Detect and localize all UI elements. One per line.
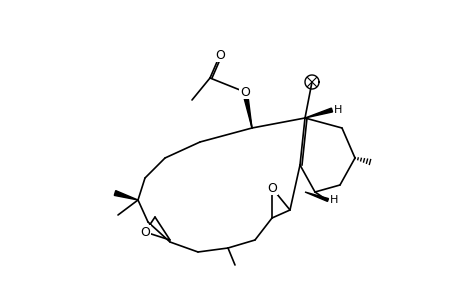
Text: H: H bbox=[333, 105, 341, 115]
Text: H: H bbox=[329, 195, 338, 205]
Polygon shape bbox=[304, 192, 328, 201]
Polygon shape bbox=[242, 92, 252, 128]
Text: O: O bbox=[140, 226, 150, 238]
Polygon shape bbox=[304, 108, 332, 118]
Text: O: O bbox=[240, 85, 249, 98]
Text: O: O bbox=[267, 182, 276, 194]
Polygon shape bbox=[114, 190, 138, 200]
Text: O: O bbox=[215, 49, 224, 62]
